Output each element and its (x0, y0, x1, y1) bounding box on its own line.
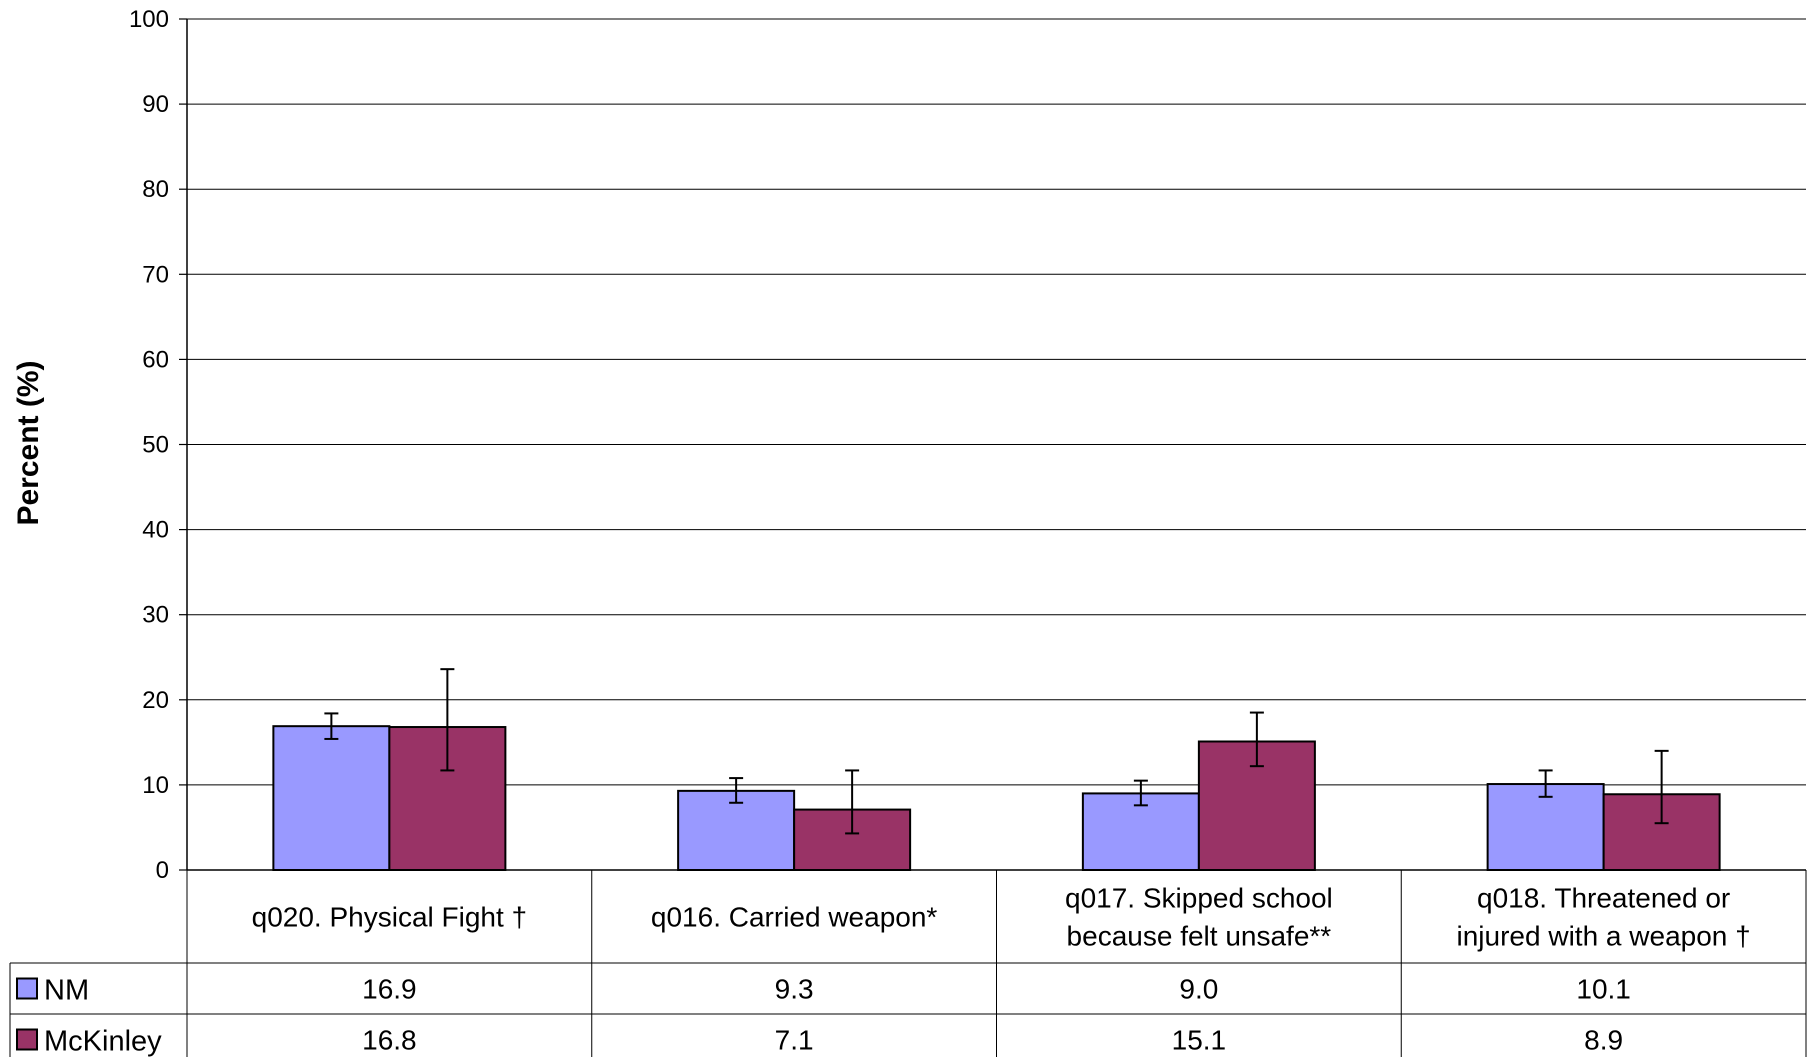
category-label: q020. Physical Fight † (252, 902, 528, 933)
legend-label-nm: NM (44, 975, 89, 1007)
error-bars (324, 668, 1669, 835)
y-tick-label: 50 (142, 432, 169, 459)
legend-label-mckinley: McKinley (44, 1026, 162, 1057)
data-table: q020. Physical Fight † q016. Carried weap… (9, 870, 1807, 1057)
data-label: 7.1 (775, 1025, 814, 1056)
legend-key-nm (16, 977, 38, 1000)
y-tick-label: 20 (142, 687, 169, 714)
data-label: 16.9 (362, 974, 417, 1005)
y-tick-label: 90 (142, 91, 169, 118)
y-tick-label: 60 (142, 346, 169, 373)
category-label: q018. Threatened or injured with a weapon… (1457, 883, 1751, 952)
bar-nm-1 (272, 725, 391, 872)
bars (272, 725, 1721, 872)
legend-key-mckinley (16, 1028, 38, 1051)
y-axis-label: Percent (%) (12, 360, 45, 525)
category-label: q017. Skipped school because felt unsafe*… (1065, 883, 1333, 952)
category-label: q016. Carried weapon* (651, 902, 938, 933)
data-label: 8.9 (1584, 1025, 1623, 1056)
y-tick-label: 30 (142, 602, 169, 629)
gridlines (187, 18, 1806, 786)
y-tick-label: 70 (142, 261, 169, 288)
y-tick-label: 40 (142, 517, 169, 544)
data-label: 9.3 (775, 974, 814, 1005)
data-label: 15.1 (1172, 1025, 1227, 1056)
y-tick-label: 0 (156, 857, 169, 884)
y-tick-label: 80 (142, 176, 169, 203)
y-axis-ticks: 0 10 20 30 40 50 60 70 80 90 100 (129, 6, 187, 884)
y-tick-label: 10 (142, 772, 169, 799)
data-label: 10.1 (1576, 974, 1631, 1005)
y-tick-label: 100 (129, 6, 169, 33)
data-label: 9.0 (1179, 974, 1218, 1005)
data-label: 16.8 (362, 1025, 417, 1056)
